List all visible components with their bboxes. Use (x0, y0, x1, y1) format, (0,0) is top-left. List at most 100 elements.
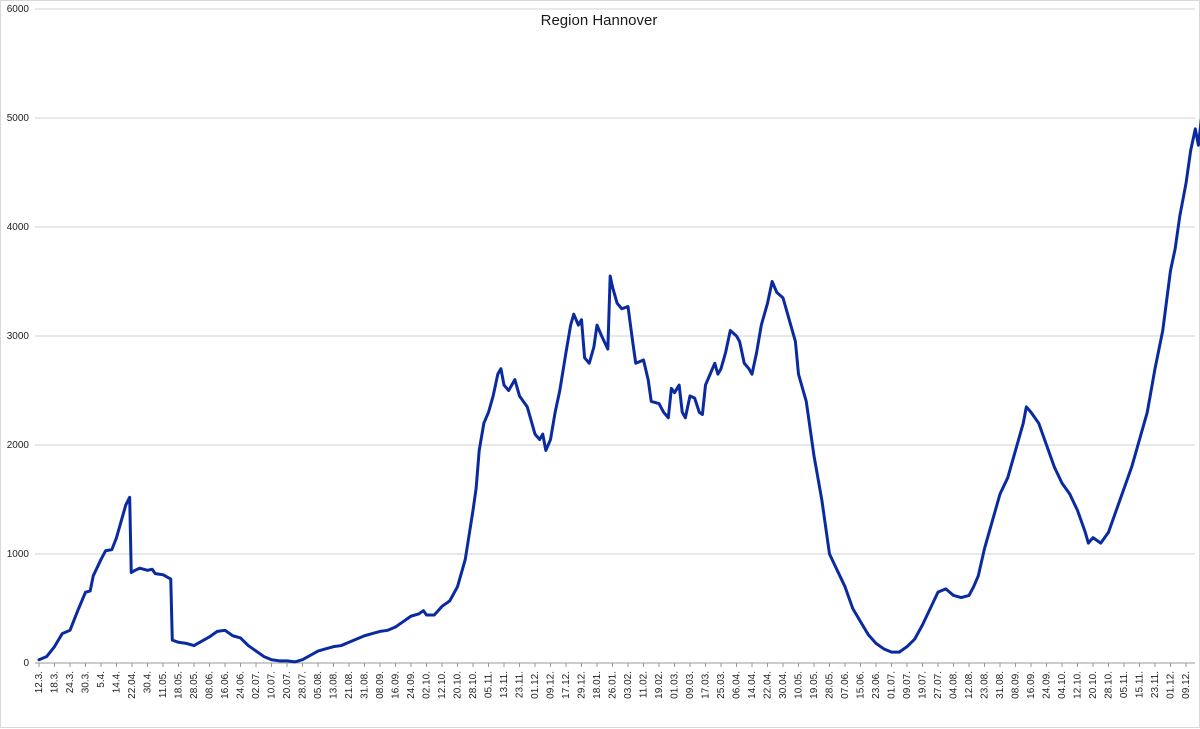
x-tick-label: 28.05. (189, 671, 200, 699)
data-point (1185, 182, 1187, 184)
data-point (729, 330, 731, 332)
data-point (694, 397, 696, 399)
data-point (1170, 270, 1172, 272)
data-point (635, 362, 637, 364)
y-axis-tick-labels: 0 1000 2000 3000 4000 5000 6000 (7, 4, 30, 669)
y-tick-label: 0 (23, 658, 29, 669)
x-tick-label: 16.06. (220, 671, 231, 699)
x-tick-label: 28.05. (825, 671, 836, 699)
data-point (929, 608, 931, 610)
data-point (991, 520, 993, 522)
data-point (542, 433, 544, 435)
data-point (77, 610, 79, 612)
data-point (573, 313, 575, 315)
series-line (37, 117, 1200, 664)
data-point (240, 637, 242, 639)
data-point (1108, 531, 1110, 533)
data-point (503, 384, 505, 386)
x-tick-label: 19.02. (654, 671, 665, 699)
axes (35, 662, 1195, 667)
data-point (684, 417, 686, 419)
data-point (193, 645, 195, 647)
data-point (650, 400, 652, 402)
data-point (147, 569, 149, 571)
data-point (1046, 444, 1048, 446)
data-point (647, 379, 649, 381)
x-axis-tick-labels: 12.3. 18.3. 24.3. 30.3. 5.4. 14.4. 22.04. 30.4.… (34, 671, 1192, 699)
data-point (1100, 542, 1102, 544)
x-tick-label: 19.07. (918, 671, 929, 699)
data-point (54, 646, 56, 648)
data-point (771, 281, 773, 283)
data-point (1190, 150, 1192, 152)
data-point (559, 390, 561, 392)
x-tick-label: 01.03. (670, 671, 681, 699)
data-point (105, 550, 107, 552)
data-point (787, 313, 789, 315)
data-point (294, 661, 296, 663)
x-tick-label: 26.01. (608, 671, 619, 699)
x-tick-label: 02.10. (422, 671, 433, 699)
data-point (178, 641, 180, 643)
data-point (410, 615, 412, 617)
data-point (1174, 248, 1176, 250)
x-tick-label: 01.07. (887, 671, 898, 699)
data-point (937, 591, 939, 593)
data-point (1022, 422, 1024, 424)
data-point (171, 639, 173, 641)
x-tick-label: 29.12. (577, 671, 588, 699)
data-point (387, 629, 389, 631)
data-point (379, 630, 381, 632)
data-point (643, 359, 645, 361)
data-point (139, 567, 141, 569)
data-point (534, 433, 536, 435)
data-point (1069, 493, 1071, 495)
data-point (760, 324, 762, 326)
y-tick-label: 3000 (7, 331, 30, 342)
data-point (1084, 531, 1086, 533)
data-point (607, 348, 609, 350)
data-point (860, 621, 862, 623)
x-tick-label: 09.03. (685, 671, 696, 699)
x-tick-label: 15.06. (856, 671, 867, 699)
data-point (667, 417, 669, 419)
data-point (472, 509, 474, 511)
x-tick-label: 17.03. (701, 671, 712, 699)
x-tick-label: 21.08. (344, 671, 355, 699)
data-point (1179, 215, 1181, 217)
x-tick-label: 28.10. (1104, 671, 1115, 699)
x-tick-label: 16.09. (391, 671, 402, 699)
data-point (232, 635, 234, 637)
data-point (1038, 422, 1040, 424)
data-point (1077, 509, 1079, 511)
data-point (130, 572, 132, 574)
data-point (984, 548, 986, 550)
data-point (422, 610, 424, 612)
data-point (1131, 466, 1133, 468)
x-tick-label: 24.09. (1042, 671, 1053, 699)
x-tick-label: 12.08. (964, 671, 975, 699)
x-tick-label: 14.04. (747, 671, 758, 699)
data-point (689, 395, 691, 397)
data-point (621, 308, 623, 310)
x-tick-label: 30.3. (81, 671, 92, 693)
x-tick-label: 23.11. (1150, 671, 1161, 698)
data-point (1146, 411, 1148, 413)
y-tick-label: 6000 (7, 4, 30, 15)
data-point (581, 319, 583, 321)
x-tick-label: 12.3. (34, 671, 45, 693)
y-tick-label: 2000 (7, 440, 30, 451)
data-point (85, 591, 87, 593)
data-point (1154, 368, 1156, 370)
data-point (1194, 128, 1196, 130)
data-point (1139, 439, 1141, 441)
data-point (674, 392, 676, 394)
data-point (743, 362, 745, 364)
data-point (922, 624, 924, 626)
chart-title: Region Hannover (541, 12, 658, 29)
data-point (38, 659, 40, 661)
data-point (596, 324, 598, 326)
data-point (475, 488, 477, 490)
x-tick-label: 25.03. (716, 671, 727, 699)
data-point (519, 395, 521, 397)
